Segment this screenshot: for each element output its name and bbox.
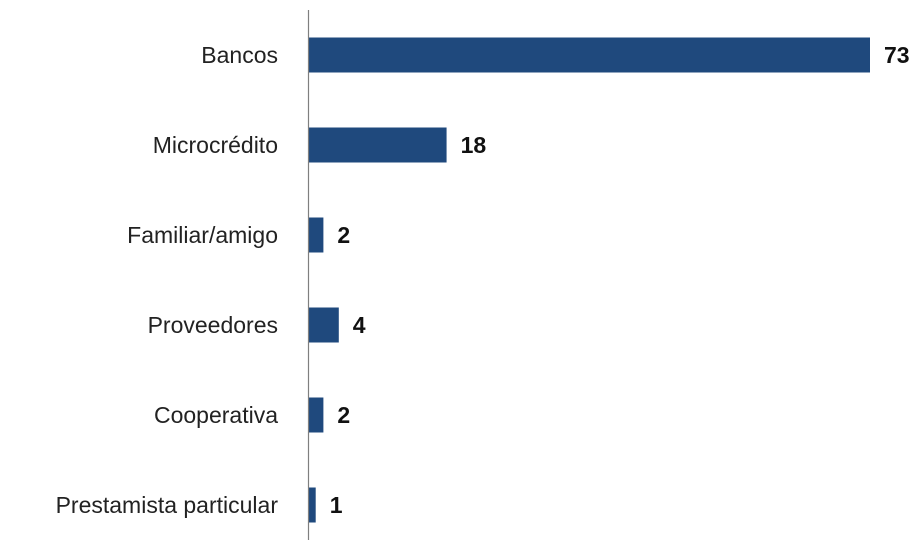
category-labels-layer: Bancos Microcrédito Familiar/amigo Proveedo…: [56, 42, 279, 518]
bar-3: [308, 307, 339, 343]
category-label-3: Proveedores: [148, 312, 278, 338]
data-label-4: 2: [337, 402, 350, 428]
category-label-5: Prestamista particular: [56, 492, 279, 518]
category-label-0: Bancos: [201, 42, 278, 68]
bar-1: [308, 127, 447, 163]
data-label-1: 18: [461, 132, 487, 158]
data-label-2: 2: [337, 222, 350, 248]
data-labels-layer: 73 18 2 4 2 1: [330, 42, 910, 518]
bar-2: [308, 217, 324, 253]
bars-layer: [308, 37, 870, 523]
bar-0: [308, 37, 870, 73]
bar-5: [308, 487, 316, 523]
category-label-4: Cooperativa: [154, 402, 278, 428]
bar-4: [308, 397, 324, 433]
category-label-2: Familiar/amigo: [127, 222, 278, 248]
data-label-0: 73: [884, 42, 910, 68]
data-label-5: 1: [330, 492, 343, 518]
data-label-3: 4: [353, 312, 366, 338]
category-label-1: Microcrédito: [153, 132, 278, 158]
